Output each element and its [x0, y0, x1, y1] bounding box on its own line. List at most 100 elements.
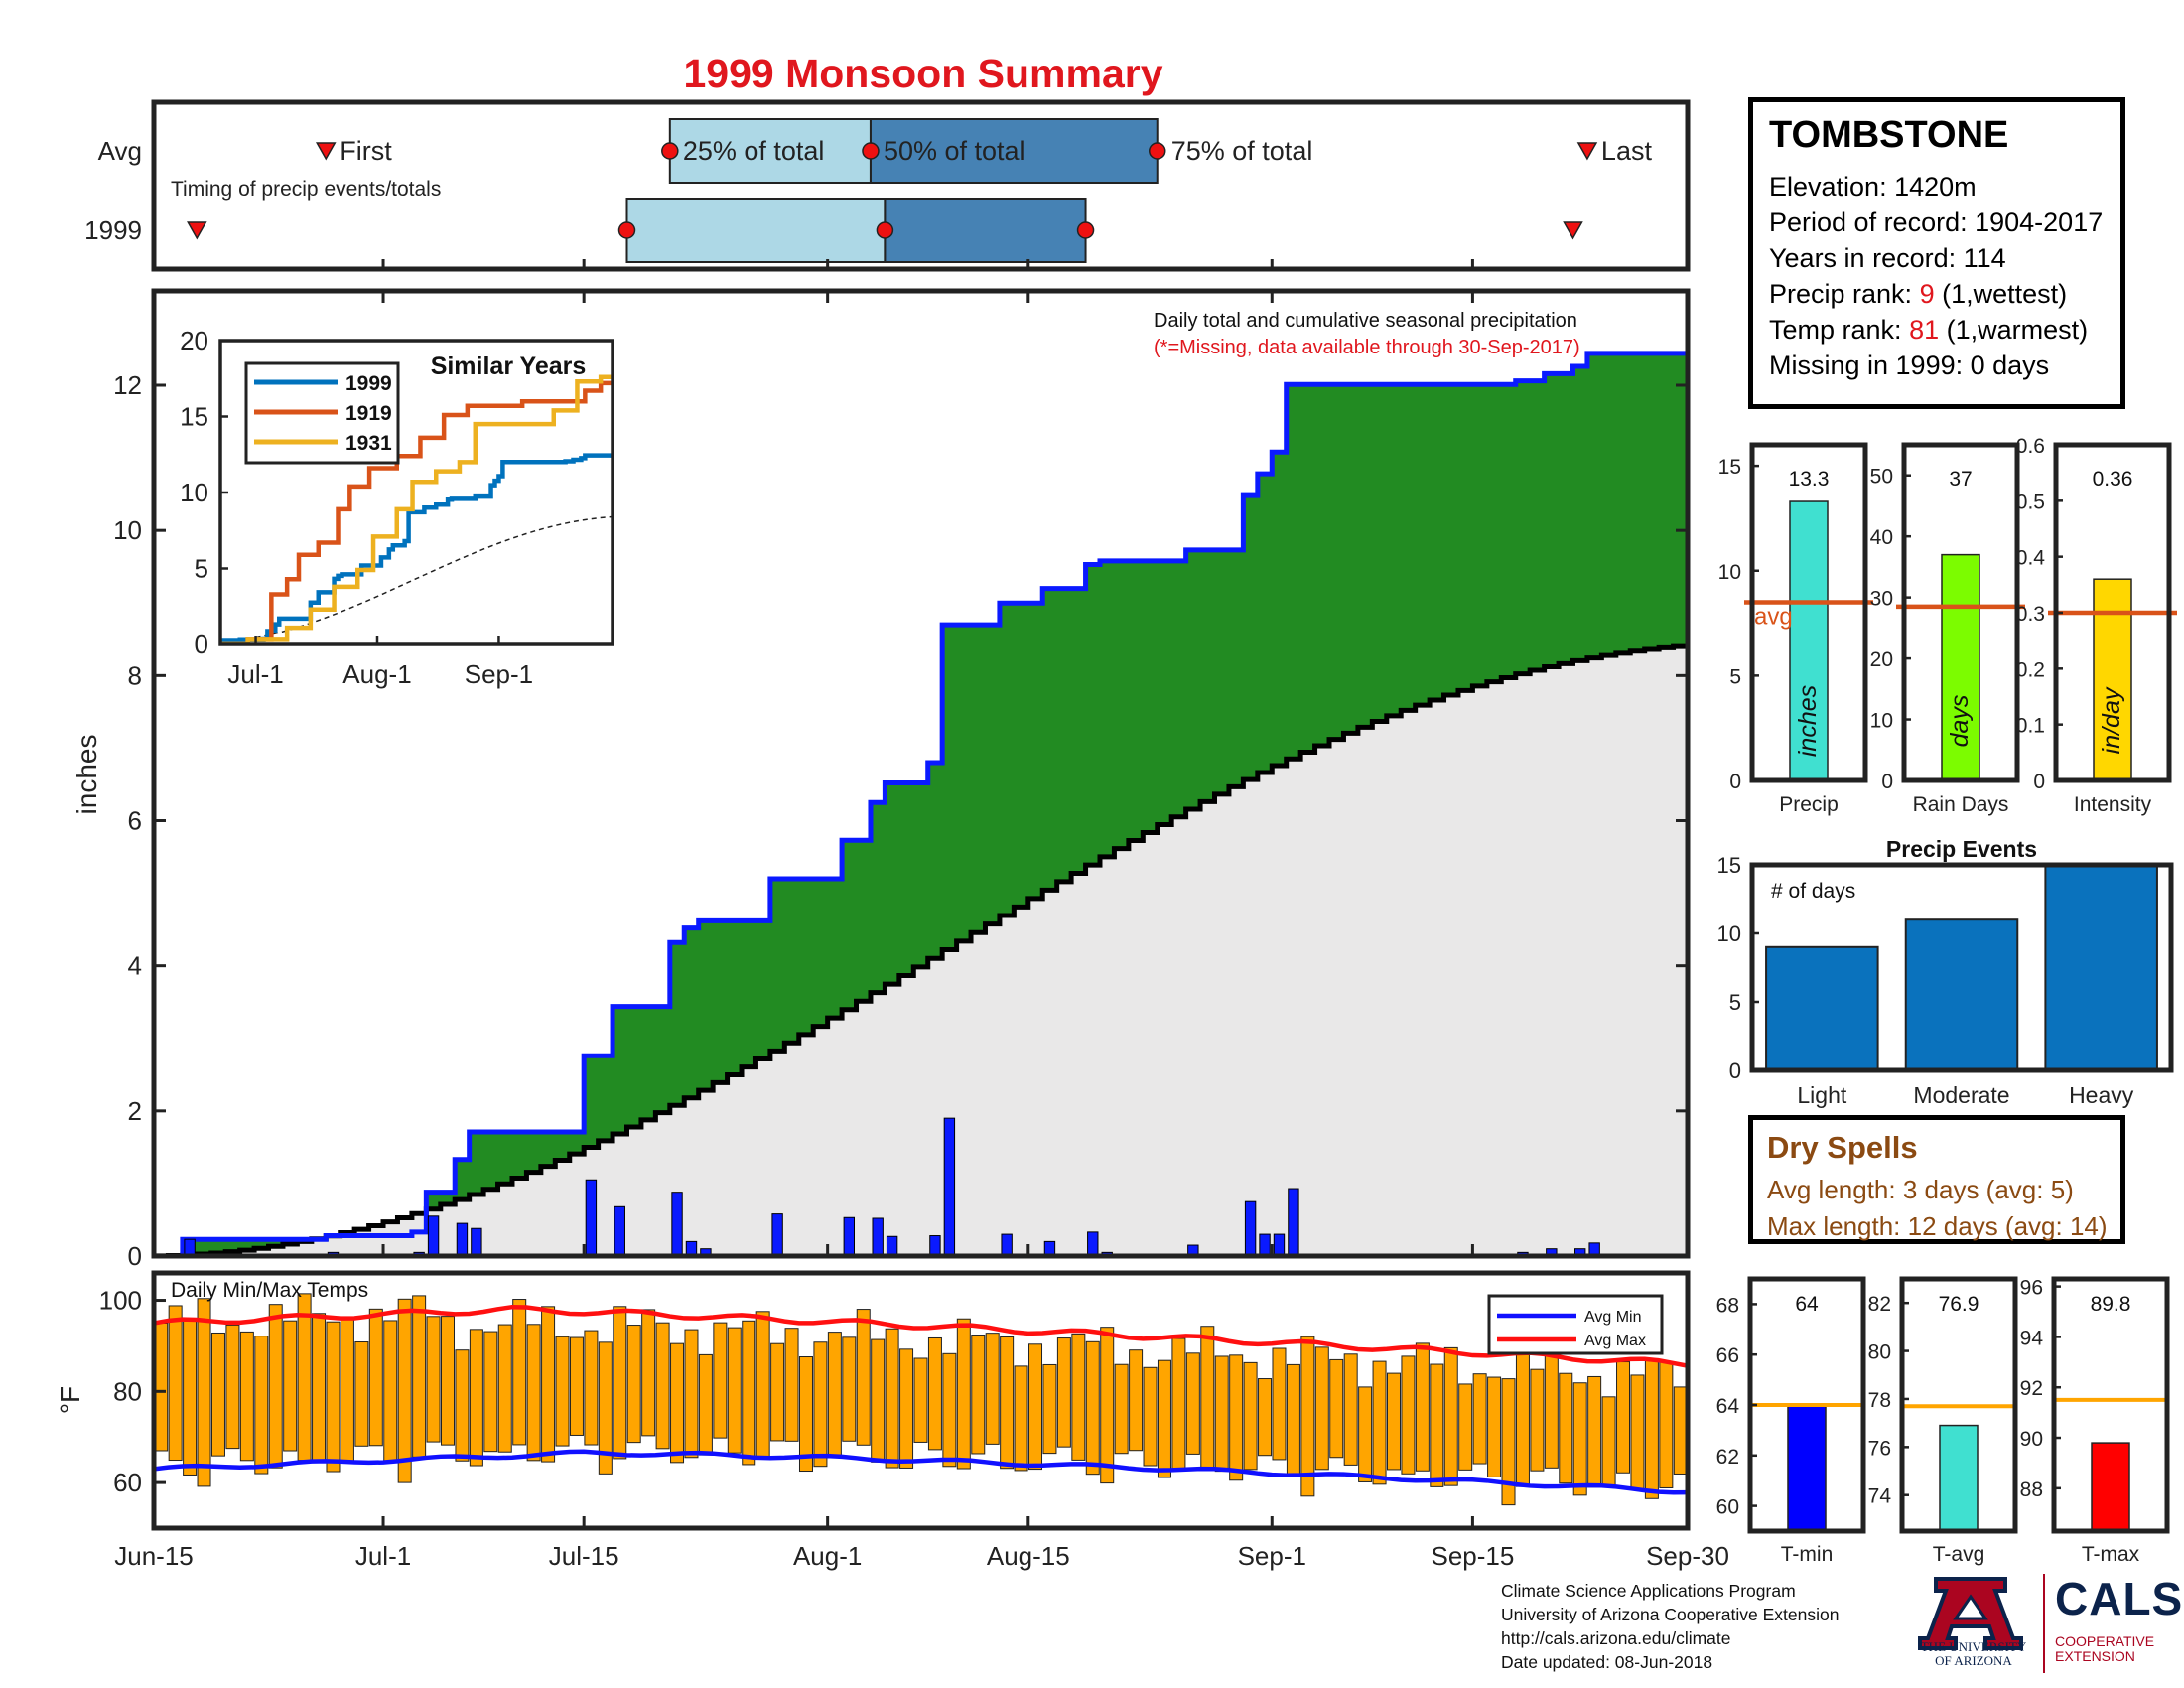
t-avg-y-tick-label: 80 — [1868, 1341, 1891, 1364]
daily-temp-bar — [784, 1328, 799, 1442]
daily-precip-bar — [943, 1117, 956, 1256]
daily-temp-bar — [1501, 1378, 1516, 1506]
daily-temp-bar — [1157, 1359, 1171, 1478]
temp-frame — [151, 1270, 1691, 1531]
daily-temp-bar — [1272, 1347, 1287, 1461]
daily-temp-bar — [927, 1336, 942, 1451]
timing-quartile-marker — [862, 142, 880, 160]
rain-days-y-tick-label: 20 — [1870, 648, 1893, 671]
rain-days-value-label: 37 — [1949, 468, 1972, 491]
timing-first-last-marker — [187, 221, 207, 240]
similar-y-tick-label: 0 — [195, 630, 208, 659]
daily-temp-bar — [541, 1306, 556, 1463]
daily-temp-bar — [1587, 1375, 1602, 1488]
daily-precip-bar — [1244, 1200, 1257, 1256]
cals-subtitle: COOPERATIVE EXTENSION — [2055, 1634, 2154, 1664]
daily-temp-bar — [1659, 1361, 1674, 1488]
t-min-y-tick-label: 62 — [1716, 1446, 1739, 1469]
daily-temp-bar — [1358, 1386, 1373, 1482]
precip-y-tick-label: 10 — [113, 515, 142, 545]
rain-days-y-tick-label: 0 — [1881, 771, 1893, 793]
daily-temp-bar — [641, 1309, 656, 1437]
daily-temp-bar — [497, 1324, 512, 1453]
daily-temp-bar — [1430, 1363, 1444, 1487]
daily-temp-bar — [154, 1322, 169, 1452]
intensity-y-tick-label: 0 — [2033, 771, 2045, 793]
daily-temp-bar — [727, 1327, 742, 1454]
daily-temp-bar — [1601, 1396, 1616, 1486]
x-axis-date-label: Sep-30 — [1646, 1541, 1729, 1571]
daily-temp-bar — [1056, 1337, 1071, 1448]
precip-events-y-tick-label: 5 — [1729, 990, 1741, 1015]
daily-temp-bar — [441, 1316, 456, 1446]
daily-precip-bar — [872, 1217, 884, 1256]
dry-spells-box: Dry Spells Avg length: 3 days (avg: 5) M… — [1748, 1115, 2125, 1244]
temp-y-tick-label: 80 — [113, 1376, 142, 1406]
daily-temp-bar — [1343, 1353, 1358, 1466]
timing-box-50-75 — [884, 198, 1087, 263]
daily-temp-bar — [1487, 1376, 1502, 1477]
university-of-arizona-logo-icon — [1918, 1577, 2023, 1650]
cals-line-2: EXTENSION — [2055, 1648, 2135, 1664]
daily-temp-bar — [326, 1321, 341, 1473]
logo-divider — [2043, 1574, 2045, 1673]
daily-precip-bar — [671, 1192, 683, 1256]
daily-temp-bar — [1014, 1365, 1028, 1472]
temp-legend — [1487, 1294, 1664, 1355]
daily-temp-bar — [183, 1320, 198, 1476]
daily-temp-bar — [1071, 1333, 1086, 1461]
daily-temp-bar — [1314, 1346, 1329, 1471]
daily-precip-bar — [771, 1213, 783, 1256]
timing-row-label: 1999 — [84, 215, 142, 245]
t-avg-y-tick-label: 76 — [1868, 1437, 1891, 1460]
timing-quartile-marker — [876, 221, 894, 239]
precip-events-bar — [2044, 864, 2158, 1071]
daily-temp-bar — [1530, 1368, 1545, 1472]
daily-temp-bar — [1572, 1382, 1587, 1496]
daily-temp-bar — [1243, 1361, 1258, 1471]
timing-label-first: First — [340, 136, 392, 166]
daily-temp-bar — [1114, 1363, 1129, 1455]
rain-days-y-tick-label: 50 — [1870, 466, 1893, 489]
precip-y-tick-label: 0 — [128, 1241, 142, 1271]
rain-days-bar — [1941, 553, 1980, 781]
daily-temp-bar — [584, 1330, 599, 1446]
precip-total-avg-label: avg — [1754, 603, 1793, 630]
x-axis-date-label: Aug-1 — [793, 1541, 862, 1571]
daily-precip-bar — [1001, 1233, 1013, 1256]
temp-rank-label: Temp rank: — [1769, 315, 1902, 345]
daily-temp-bar — [670, 1342, 685, 1464]
t-min-category-label: T-min — [1781, 1543, 1834, 1566]
daily-temp-bar — [856, 1309, 871, 1446]
x-axis-date-label: Jul-15 — [549, 1541, 619, 1571]
precip-events-y-tick-label: 0 — [1729, 1058, 1741, 1083]
daily-temp-bar — [1258, 1378, 1273, 1457]
station-years: Years in record: 114 — [1769, 243, 2006, 273]
daily-temp-bar — [1630, 1374, 1645, 1490]
daily-precip-bar — [700, 1248, 712, 1256]
daily-temp-bar — [871, 1338, 886, 1463]
timing-box-50-75 — [869, 118, 1159, 184]
daily-temp-bar — [770, 1342, 785, 1442]
timing-label-last: Last — [1601, 136, 1653, 166]
daily-temp-bar — [383, 1320, 398, 1462]
station-precip-rank: Precip rank: 9 (1,wettest) — [1769, 276, 2105, 312]
x-axis-date-label: Jul-1 — [355, 1541, 411, 1571]
average-precip-line — [154, 642, 1688, 1256]
precip-rank-note: (1,wettest) — [1942, 279, 2068, 309]
precip-events-y-tick-label: 10 — [1717, 921, 1741, 946]
x-axis-date-label: Aug-15 — [987, 1541, 1070, 1571]
station-temp-rank: Temp rank: 81 (1,warmest) — [1769, 312, 2105, 348]
precip-events-category-label: Moderate — [1913, 1082, 2009, 1108]
station-elevation: Elevation: 1420m — [1769, 172, 1977, 202]
daily-temp-bar — [1214, 1355, 1229, 1473]
daily-temp-bar — [613, 1306, 627, 1460]
daily-temp-bar — [971, 1335, 986, 1455]
daily-temp-bar — [942, 1352, 957, 1468]
timing-row-label: Avg — [98, 136, 142, 166]
daily-temp-bar — [469, 1329, 483, 1467]
t-max-y-tick-label: 94 — [2020, 1327, 2044, 1349]
similar-years-series-line — [220, 374, 613, 644]
t-max-y-tick-label: 96 — [2020, 1277, 2043, 1300]
precip-y-tick-label: 6 — [128, 806, 142, 836]
